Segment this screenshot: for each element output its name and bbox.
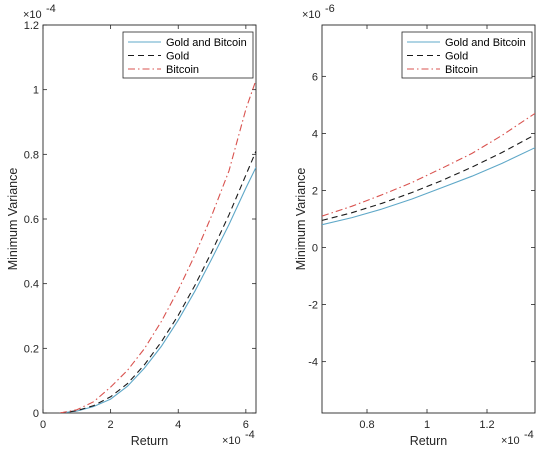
y-tick-label: 0.8: [24, 149, 39, 161]
series-line-gold: [322, 134, 535, 221]
series-line-gold-and-bitcoin: [59, 167, 256, 413]
y-axis-exponent: -6: [325, 3, 335, 15]
x-tick-label: 2: [108, 419, 114, 431]
y-tick-label: 1.2: [24, 20, 39, 32]
axes-box: [42, 24, 257, 414]
x-axis-label: Return: [131, 434, 169, 448]
x-tick-label: 1: [424, 419, 430, 431]
chart-panel-1: 0 2 4 600.20.40.60.811.2×10 -4×10 -4ReturnMin…: [6, 3, 257, 448]
x-axis-exponent: -4: [245, 429, 255, 441]
x-tick-label: 4: [175, 419, 181, 431]
x-tick-label: 1.2: [479, 419, 494, 431]
y-tick-label: 0: [312, 243, 318, 255]
y-axis-label: Minimum Variance: [6, 168, 20, 271]
y-tick-label: 0.2: [24, 343, 39, 355]
y-tick-label: 2: [312, 185, 318, 197]
y-tick-label: 0: [33, 408, 39, 420]
x-tick-label: 0: [40, 419, 46, 431]
x-axis-multiplier: ×10: [222, 435, 241, 447]
y-tick-label: 0.6: [24, 214, 39, 226]
x-tick-label: 6: [243, 419, 249, 431]
y-axis-multiplier: ×10: [302, 9, 321, 21]
x-axis-multiplier: ×10: [501, 435, 520, 447]
chart-panel-2: 0.8 1 1.2 -4 -2 0 2 4 6 ×10 -6 ×10 -4 Return Minimum V…: [294, 3, 536, 448]
y-tick-label: -2: [308, 300, 318, 312]
y-axis-label: Minimum Variance: [294, 168, 308, 271]
y-tick-label: -4: [308, 357, 318, 369]
y-axis-multiplier: ×10: [23, 9, 42, 21]
y-tick-label: 0.4: [24, 279, 39, 291]
legend-entry-label: Gold: [445, 51, 468, 63]
legend-box: [122, 31, 254, 79]
legend-entry-label: Bitcoin: [166, 64, 199, 76]
x-tick-label: 0.8: [359, 419, 374, 431]
legend-entry-label: Gold: [166, 51, 189, 63]
y-tick-label: 4: [312, 128, 318, 140]
legend-box: [401, 31, 533, 79]
legend-entry-label: Bitcoin: [445, 64, 478, 76]
y-tick-label: 6: [312, 71, 318, 83]
legend-entry-label: Gold and Bitcoin: [445, 37, 526, 49]
x-axis-label: Return: [410, 434, 448, 448]
series-line-gold: [59, 150, 256, 413]
x-axis-exponent: -4: [524, 429, 534, 441]
series-line-bitcoin: [59, 79, 256, 413]
y-tick-label: 1: [33, 85, 39, 97]
legend-entry-label: Gold and Bitcoin: [166, 37, 247, 49]
series-line-gold-and-bitcoin: [322, 147, 535, 226]
series-line-bitcoin: [322, 112, 535, 217]
axes-box: [321, 24, 536, 414]
y-axis-exponent: -4: [46, 3, 56, 15]
